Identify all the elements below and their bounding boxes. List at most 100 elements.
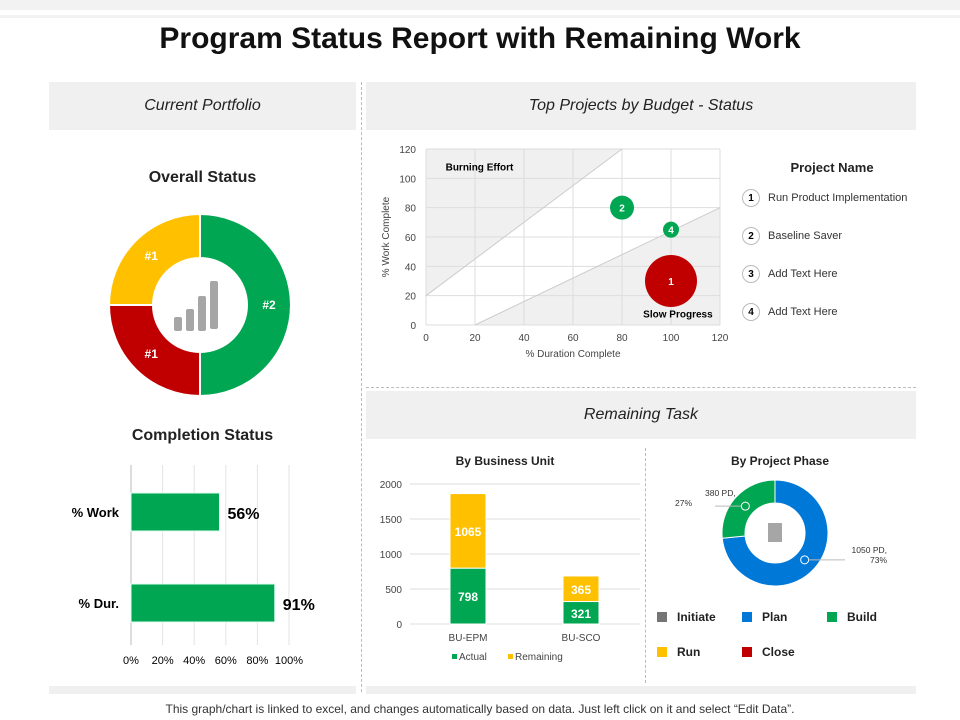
overall-status-title: Overall Status <box>148 169 257 186</box>
bubble-point[interactable] <box>645 255 697 307</box>
overall-slice <box>199 212 292 398</box>
legend-swatch <box>508 654 513 659</box>
lower-threshold-line <box>474 207 721 326</box>
legend-label: Close <box>762 645 795 659</box>
stacked-bar-segment <box>449 567 487 625</box>
legend-label: Remaining <box>515 652 563 663</box>
x-tick-label: 60 <box>567 333 579 344</box>
x-tick-label: 0 <box>423 333 429 344</box>
y-tick-label: 100 <box>399 174 416 185</box>
category-label: % Work <box>72 505 120 520</box>
phase-legend-item: Run <box>657 645 700 659</box>
bubble-label: 2 <box>619 204 625 215</box>
left-bottom-bar <box>49 686 356 694</box>
value-label: 56% <box>227 506 259 523</box>
legend-swatch <box>657 612 667 622</box>
legend-swatch <box>742 647 752 657</box>
bar-value-label: 321 <box>571 607 591 621</box>
completion-status-title: Completion Status <box>131 427 274 444</box>
legend-swatch <box>742 612 752 622</box>
slice-percent: 27% <box>675 498 692 508</box>
current-portfolio-header: Current Portfolio <box>49 82 356 130</box>
overall-slice <box>107 212 201 306</box>
bar-chart-icon <box>210 281 218 329</box>
project-legend-title: Project Name <box>790 160 874 175</box>
project-name: Add Text Here <box>768 306 838 318</box>
page-title: Program Status Report with Remaining Wor… <box>159 22 801 55</box>
x-tick-label: 20 <box>469 333 481 344</box>
project-legend: Project Name 1 Run Product Implementation… <box>742 160 922 341</box>
bubble-point[interactable] <box>663 221 679 238</box>
document-icon <box>768 523 782 542</box>
bubble-label: 1 <box>668 277 674 288</box>
project-legend-item: 4 Add Text Here <box>742 303 922 321</box>
business-unit-chart: 0 500 1000 1500 2000 798 1065 BU-EPM 321 365 BU-SC… <box>380 480 640 663</box>
x-tick-label: 80 <box>616 333 628 344</box>
y-tick-label: 40 <box>405 262 417 273</box>
x-tick-label: 80% <box>246 655 268 667</box>
legend-swatch <box>657 647 667 657</box>
project-number-badge: 1 <box>742 189 760 207</box>
top-projects-header: Top Projects by Budget - Status <box>366 82 916 130</box>
overall-slice <box>107 304 201 398</box>
project-name: Baseline Saver <box>768 230 842 242</box>
y-tick-label: 80 <box>405 204 417 215</box>
project-legend-item: 2 Baseline Saver <box>742 227 922 245</box>
phase-legend-item: Close <box>742 645 795 659</box>
project-legend-item: 3 Add Text Here <box>742 265 922 283</box>
project-legend-item: 1 Run Product Implementation <box>742 189 922 207</box>
right-bottom-bar <box>366 686 916 694</box>
y-tick-label: 500 <box>385 585 402 596</box>
y-tick-label: 120 <box>399 145 416 156</box>
bar-chart-icon <box>198 296 206 331</box>
y-tick-label: 1000 <box>380 550 403 561</box>
category-label: % Dur. <box>79 596 119 611</box>
stacked-bar-segment <box>449 493 487 569</box>
business-unit-title: By Business Unit <box>455 454 555 468</box>
overall-slice-label: #1 <box>145 249 159 263</box>
horizontal-divider <box>366 387 916 388</box>
completion-bar <box>130 583 276 623</box>
legend-label: Plan <box>762 610 788 624</box>
budget-status-scatter: 0 20 40 60 80 100 120 0 20 40 60 80 100 120 Burning Ef… <box>381 145 729 360</box>
bar-chart-icon <box>186 309 194 331</box>
completion-status-chart: 0% 20% 40% 60% 80% 100% % Work 56% % Dur. 91% <box>72 465 315 667</box>
upper-threshold-line <box>425 148 623 297</box>
x-tick-label: 20% <box>152 655 174 667</box>
x-tick-label: 40 <box>518 333 530 344</box>
stacked-bar-segment <box>562 575 600 603</box>
x-tick-label: 60% <box>215 655 237 667</box>
project-phase-title: By Project Phase <box>730 454 830 468</box>
bar-chart-icon <box>174 317 182 331</box>
overall-slice-label: #1 <box>145 347 159 361</box>
top-bar <box>0 0 960 10</box>
project-phase-donut: 1050 PD,73% 380 PD, 27% <box>675 479 887 587</box>
slice-label: 380 PD, <box>705 488 736 498</box>
overall-status-donut: #2 #1 #1 <box>107 212 292 398</box>
y-tick-label: 0 <box>396 620 402 631</box>
y-tick-label: 2000 <box>380 480 403 491</box>
x-tick-label: 100% <box>275 655 303 667</box>
y-axis-title: % Work Complete <box>381 196 392 277</box>
vertical-divider <box>361 82 362 692</box>
completion-bar <box>130 492 220 532</box>
legend-label: Actual <box>459 652 487 663</box>
x-tick-label: 100 <box>663 333 680 344</box>
legend-swatch <box>452 654 457 659</box>
bubble-point[interactable] <box>610 195 634 220</box>
legend-swatch <box>827 612 837 622</box>
y-tick-label: 20 <box>405 292 417 303</box>
phase-legend-item: Initiate <box>657 610 716 624</box>
x-tick-label: 0% <box>123 655 139 667</box>
y-tick-label: 1500 <box>380 515 403 526</box>
remaining-task-header: Remaining Task <box>366 391 916 439</box>
bar-value-label: 798 <box>458 590 478 604</box>
y-tick-label: 0 <box>410 321 416 332</box>
project-name: Add Text Here <box>768 268 838 280</box>
y-tick-label: 60 <box>405 233 417 244</box>
slice-label: 1050 PD, <box>852 545 887 555</box>
x-tick-label: 40% <box>183 655 205 667</box>
top-divider <box>0 15 960 18</box>
phase-slice <box>721 479 829 587</box>
legend-label: Run <box>677 645 701 659</box>
